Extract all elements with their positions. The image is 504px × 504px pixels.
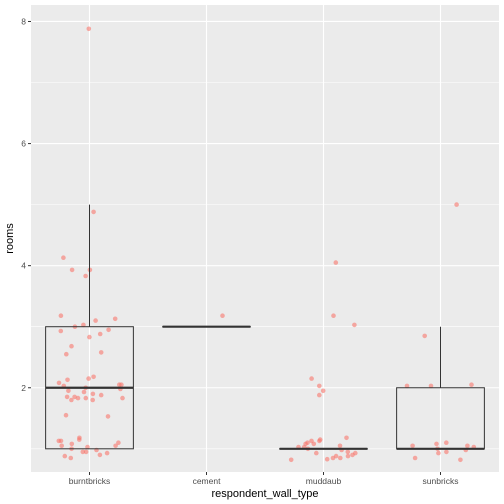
data-point (412, 455, 418, 461)
data-point (65, 377, 70, 383)
data-point (317, 383, 322, 389)
data-point (64, 351, 69, 357)
y-tick-label: 6 (21, 139, 26, 149)
data-point (116, 440, 121, 446)
data-point (98, 392, 104, 398)
data-point (465, 443, 470, 449)
data-point (337, 443, 343, 449)
y-tick-label: 2 (21, 383, 26, 393)
data-point (104, 450, 110, 456)
data-point (105, 414, 111, 419)
boxes (45, 204, 485, 450)
data-point (333, 453, 339, 459)
data-point (86, 376, 91, 381)
plot-panel (31, 5, 499, 472)
data-point (56, 380, 62, 386)
data-point (422, 333, 428, 339)
data-point (83, 395, 89, 401)
data-point (62, 453, 68, 459)
data-point (64, 394, 70, 400)
data-point (338, 455, 343, 461)
data-point (469, 382, 474, 388)
data-point (87, 334, 92, 340)
data-point (113, 443, 118, 449)
data-point (91, 209, 96, 215)
data-point (66, 388, 71, 394)
data-point (345, 449, 351, 455)
data-point (333, 260, 339, 265)
data-point (68, 455, 74, 461)
data-point (90, 391, 96, 397)
data-point (63, 412, 69, 418)
x-tick-label: muddaub (306, 476, 342, 486)
data-point (81, 389, 87, 395)
data-point (77, 437, 82, 442)
data-point (97, 452, 103, 458)
y-tick-label: 4 (21, 261, 26, 271)
y-tick-label: 8 (21, 16, 26, 26)
data-point (69, 343, 74, 349)
y-axis-title: rooms (4, 223, 16, 254)
data-point (98, 350, 104, 355)
data-point (314, 450, 319, 456)
data-point (404, 383, 410, 389)
x-axis: burntbricks cement muddaub sunbricks (69, 472, 459, 486)
data-point (69, 397, 74, 403)
data-point (436, 450, 441, 456)
data-point (106, 327, 111, 333)
data-point (83, 449, 89, 455)
data-point (410, 443, 415, 449)
data-point (317, 438, 322, 444)
data-point (93, 318, 98, 323)
data-point (112, 316, 118, 322)
data-point (454, 202, 459, 207)
data-point (352, 322, 357, 328)
data-point (324, 456, 330, 462)
data-point (320, 388, 326, 394)
data-point (69, 267, 75, 273)
data-point (344, 435, 349, 441)
data-point (288, 457, 294, 463)
box-sunbricks (396, 326, 485, 450)
data-point (458, 457, 463, 463)
y-axis: 2 4 6 8 (21, 16, 31, 393)
data-point (75, 395, 81, 401)
data-point (345, 453, 351, 459)
data-point (61, 255, 66, 260)
data-point (309, 376, 314, 381)
data-point (317, 392, 322, 398)
data-point (91, 374, 96, 380)
data-point (119, 382, 124, 388)
data-point (434, 441, 439, 447)
data-point (83, 273, 88, 279)
data-point (85, 444, 90, 450)
data-point (90, 397, 95, 403)
box-burntbricks (45, 204, 134, 450)
data-point (56, 438, 62, 444)
data-point (69, 441, 75, 447)
data-point (311, 441, 317, 447)
x-tick-label: cement (193, 476, 222, 486)
data-point (58, 328, 64, 334)
data-point (86, 26, 92, 32)
data-point (81, 322, 86, 328)
data-point (80, 449, 86, 455)
jitter-points (56, 26, 477, 463)
data-point (59, 443, 64, 449)
data-point (444, 440, 449, 446)
x-axis-title: respondent_wall_type (211, 488, 318, 500)
x-tick-label: sunbricks (423, 476, 459, 486)
data-point (444, 449, 449, 455)
data-point (58, 313, 64, 319)
data-point (220, 313, 225, 319)
data-point (350, 452, 355, 458)
data-point (428, 383, 434, 389)
data-point (97, 331, 103, 337)
data-point (120, 395, 125, 401)
data-point (331, 313, 336, 319)
x-tick-label: burntbricks (69, 476, 111, 486)
